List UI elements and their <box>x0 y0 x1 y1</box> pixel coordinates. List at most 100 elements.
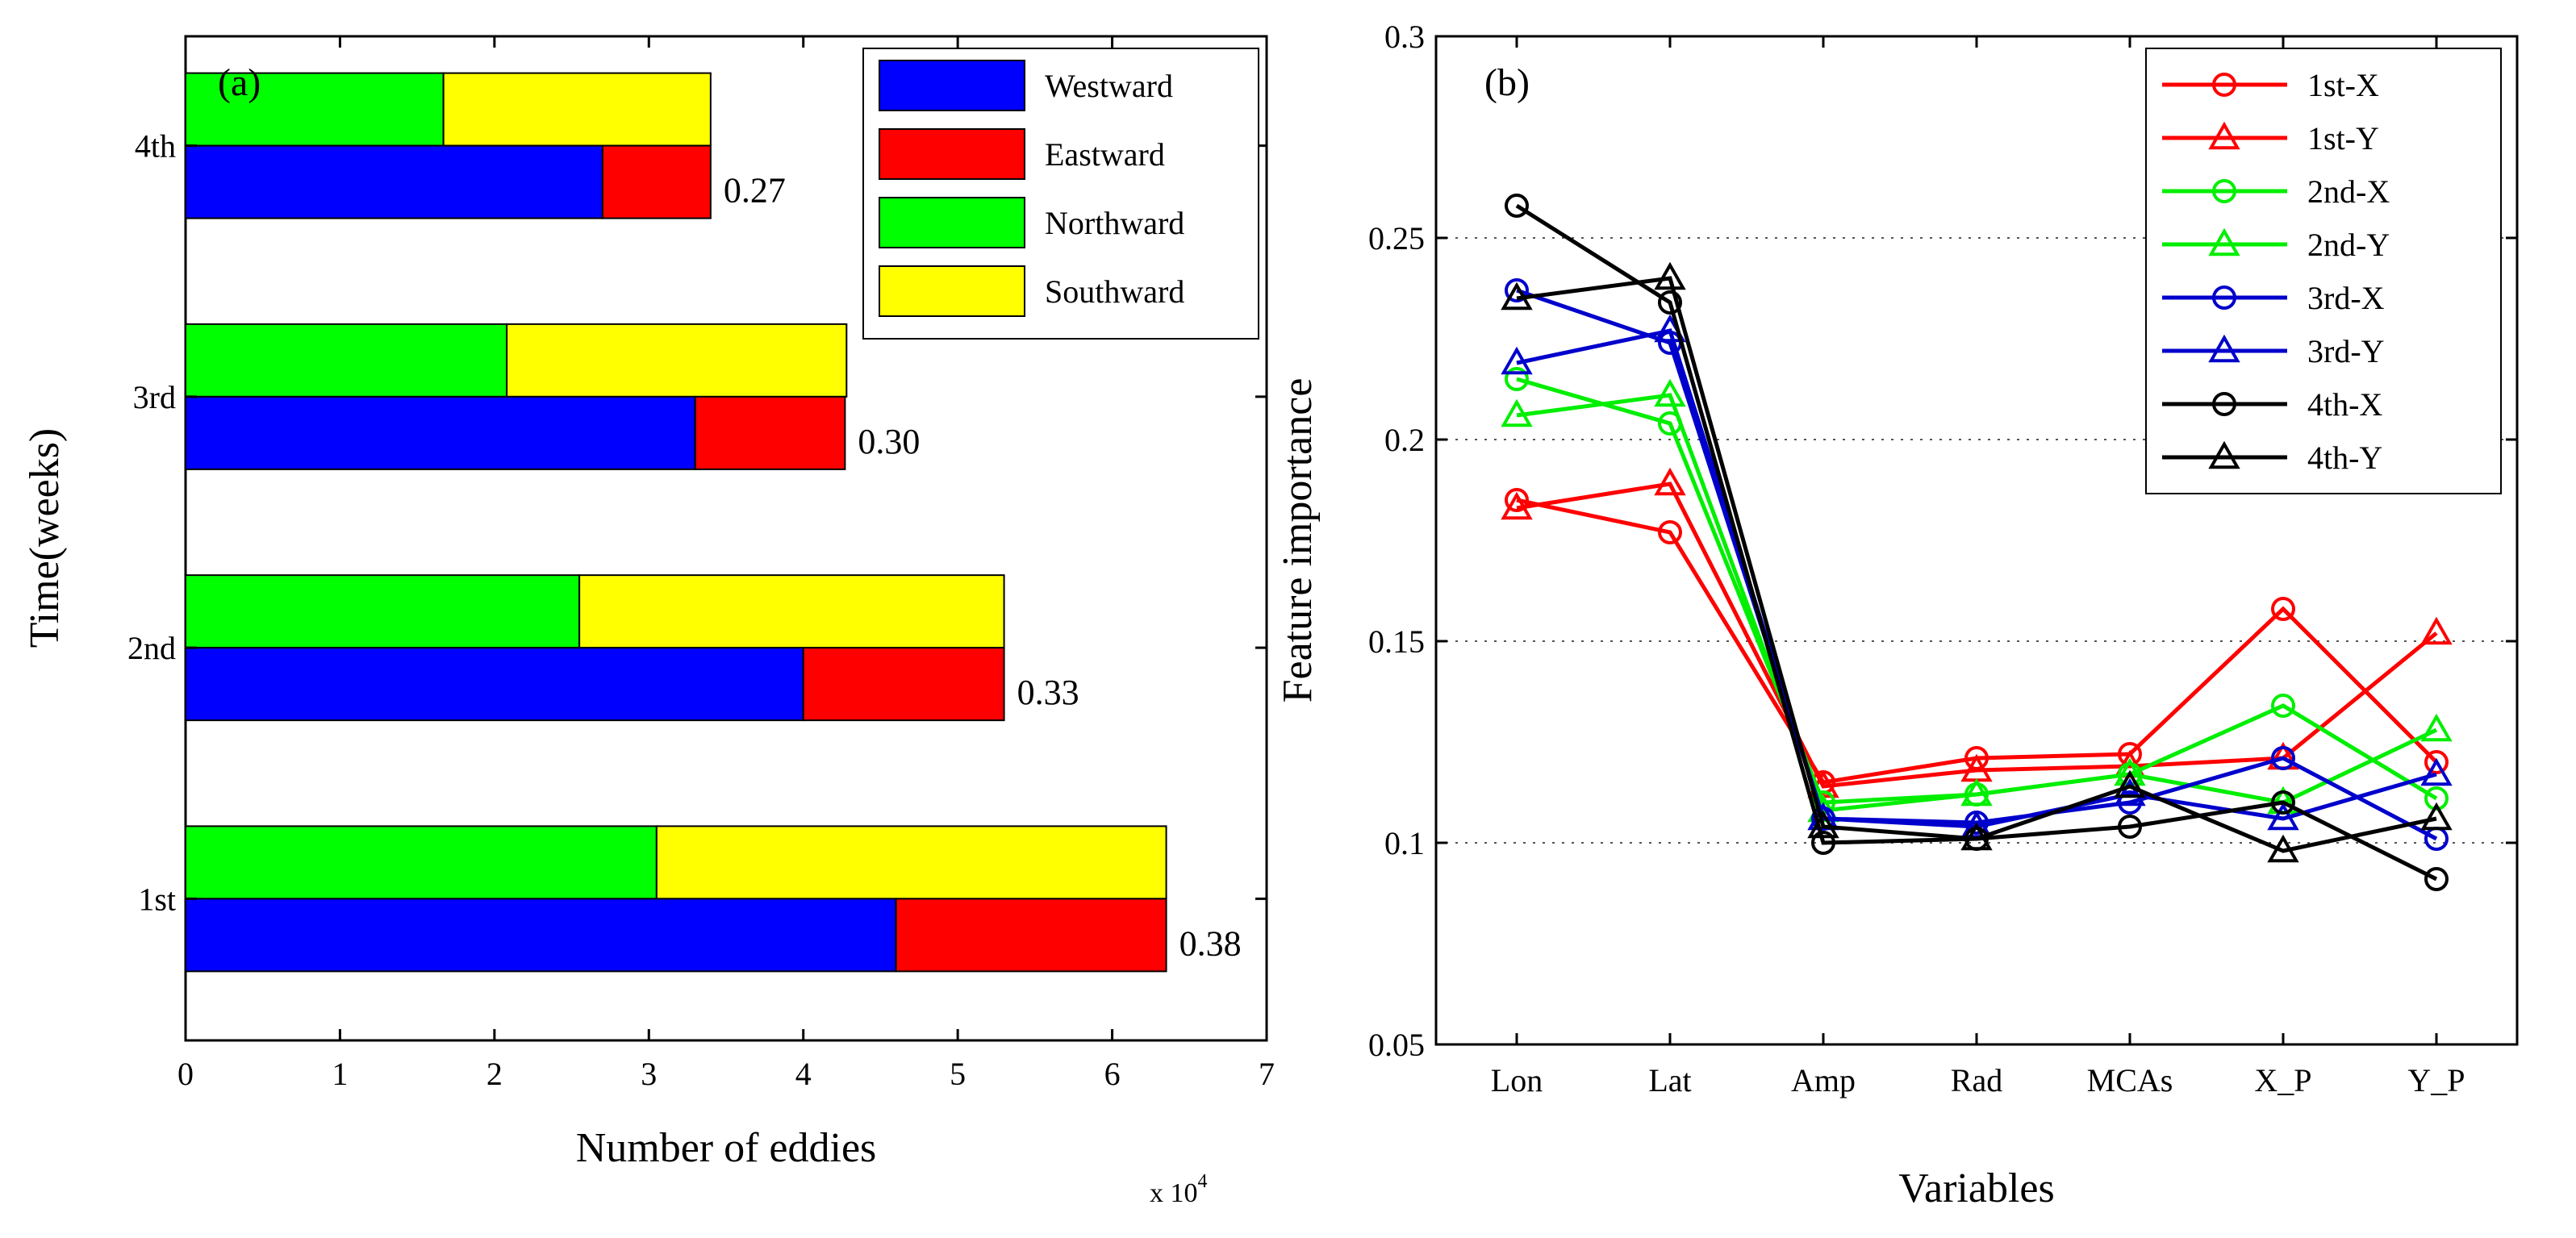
panel-a-x-multiplier-exponent: 4 <box>1198 1171 1208 1192</box>
x-tick-label-2: 2 <box>486 1056 503 1092</box>
point-2nd-x-lon <box>1505 367 1529 391</box>
panel-b-series <box>1501 194 2453 891</box>
bar-northward-4th <box>185 72 445 147</box>
point-2nd-y-rad <box>1960 777 1993 807</box>
x-tick-label-X_P: X_P <box>2254 1062 2311 1098</box>
point-2nd-x-x_p <box>2271 694 2295 718</box>
panel-b-x-axis-title: Variables <box>1898 1165 2054 1211</box>
bar-southward-2nd <box>578 574 1005 649</box>
x-tick-label-MCAs: MCAs <box>2087 1062 2173 1098</box>
point-2nd-x-y_p <box>2424 786 2449 811</box>
point-1st-x-lon <box>1505 488 1529 512</box>
bar-eastward-4th <box>601 144 712 219</box>
legend-marker-1st-x <box>2212 73 2236 97</box>
x-tick-label-0: 0 <box>177 1056 194 1092</box>
y-tick-label-2nd: 2nd <box>127 630 176 666</box>
legend-swatch-westward <box>879 60 1025 111</box>
point-2nd-y-y_p <box>2420 713 2453 742</box>
bar-northward-3rd <box>185 323 508 398</box>
panel-b-y-axis-title: Feature importance <box>1275 378 1321 703</box>
bar-westward-3rd <box>185 395 696 470</box>
point-1st-x-x_p <box>2271 597 2295 621</box>
point-4th-y-lon <box>1501 281 1533 311</box>
x-tick-label-Lon: Lon <box>1491 1062 1543 1098</box>
y-tick-label-4th: 4th <box>135 128 176 165</box>
legend-marker-3rd-y <box>2208 334 2240 363</box>
legend-label-3rd-x: 3rd-X <box>2307 280 2385 316</box>
legend-label-3rd-y: 3rd-Y <box>2307 333 2385 369</box>
legend-marker-4th-x <box>2212 392 2236 416</box>
x-tick-label-Lat: Lat <box>1648 1062 1691 1098</box>
legend-label-southward: Southward <box>1045 273 1184 310</box>
point-4th-x-lon <box>1505 194 1529 218</box>
y-tick-label-0.15: 0.15 <box>1368 623 1425 660</box>
legend-label-2nd-x: 2nd-X <box>2307 173 2390 210</box>
x-tick-label-Rad: Rad <box>1951 1062 2002 1098</box>
point-1st-x-lat <box>1658 520 1682 544</box>
bar-eastward-3rd <box>694 395 846 470</box>
point-3rd-x-x_p <box>2271 746 2295 770</box>
point-3rd-x-lon <box>1505 278 1529 302</box>
x-tick-label-3: 3 <box>641 1056 657 1092</box>
point-1st-x-y_p <box>2424 750 2449 774</box>
point-4th-y-x_p <box>2267 834 2299 863</box>
bar-westward-1st <box>185 898 897 973</box>
series-4th-y <box>1501 261 2453 863</box>
point-1st-y-lat <box>1654 467 1686 496</box>
legend-marker-3rd-x <box>2212 286 2236 310</box>
legend-swatch-eastward <box>879 128 1025 180</box>
point-4th-x-lat <box>1658 290 1682 315</box>
point-4th-x-x_p <box>2271 790 2295 815</box>
legend-label-4th-y: 4th-Y <box>2307 440 2382 476</box>
y-tick-label-3rd: 3rd <box>133 379 176 415</box>
point-3rd-y-lon <box>1501 346 1533 375</box>
annotation-4th: 0.27 <box>724 171 786 211</box>
panel-b-line-chart: Lon Lat Amp Rad MCAs X_P Y_P 0.05 0.1 0.15 0.2 0.2… <box>1275 19 2519 1211</box>
point-3rd-y-rad <box>1960 810 1993 839</box>
panel-a-y-axis-title: Time(weeks) <box>22 428 68 648</box>
annotation-2nd: 0.33 <box>1017 673 1079 712</box>
panel-a-x-multiplier-base: x 10 <box>1150 1178 1198 1208</box>
legend-marker-4th-y <box>2208 440 2240 469</box>
point-2nd-y-lat <box>1654 378 1686 407</box>
series-line-4th-y <box>1516 276 2437 853</box>
legend-label-northward: Northward <box>1045 205 1184 241</box>
annotation-1st: 0.38 <box>1179 923 1242 963</box>
bar-northward-1st <box>185 825 658 900</box>
point-4th-y-amp <box>1807 810 1839 839</box>
y-tick-label-0.25: 0.25 <box>1368 220 1425 256</box>
legend-swatch-northward <box>879 197 1025 248</box>
point-4th-x-amp <box>1811 831 1835 855</box>
x-tick-label-Amp: Amp <box>1791 1062 1856 1098</box>
y-tick-label-0.1: 0.1 <box>1384 825 1425 861</box>
panel-a-x-axis-title: Number of eddies <box>576 1125 877 1171</box>
point-3rd-y-x_p <box>2267 802 2299 831</box>
panel-a-y-ticks: 1st 2nd 3rd 4th <box>127 128 1267 917</box>
legend-label-eastward: Eastward <box>1045 136 1165 173</box>
panel-a-bar-chart: 0 1 2 3 4 5 6 7 1st 2nd 3rd 4th 0.38 0.33 0.30 0.27 (… <box>22 35 1275 1208</box>
legend-marker-2nd-x <box>2212 179 2236 203</box>
legend-label-2nd-y: 2nd-Y <box>2307 227 2390 263</box>
legend-label-westward: Westward <box>1045 68 1173 104</box>
bar-southward-1st <box>655 825 1167 900</box>
legend-label-1st-y: 1st-Y <box>2307 120 2379 156</box>
panel-a-bars <box>185 72 1167 973</box>
point-2nd-y-lon <box>1501 398 1533 427</box>
point-3rd-y-mcas <box>2114 777 2146 807</box>
x-tick-label-7: 7 <box>1259 1056 1275 1092</box>
x-tick-label-4: 4 <box>795 1056 812 1092</box>
bar-westward-2nd <box>185 647 804 722</box>
point-1st-y-y_p <box>2420 616 2453 645</box>
point-4th-x-mcas <box>2118 815 2142 839</box>
annotation-3rd: 0.30 <box>858 422 920 461</box>
legend-label-1st-x: 1st-X <box>2307 67 2379 103</box>
y-tick-label-0.2: 0.2 <box>1384 422 1425 458</box>
panel-a-label: (a) <box>218 61 261 104</box>
x-tick-label-6: 6 <box>1104 1056 1121 1092</box>
bar-northward-2nd <box>185 574 581 649</box>
panel-b-legend: 1st-X 1st-Y 2nd-X 2nd-Y 3rd-X 3rd-Y 4th-X 4th-Y <box>2145 48 2502 494</box>
panel-b-y-ticks: 0.05 0.1 0.15 0.2 0.25 0.3 <box>1368 19 2517 1063</box>
panel-a-x-multiplier: x 104 <box>1150 1171 1208 1208</box>
x-tick-label-Y_P: Y_P <box>2407 1062 2465 1098</box>
